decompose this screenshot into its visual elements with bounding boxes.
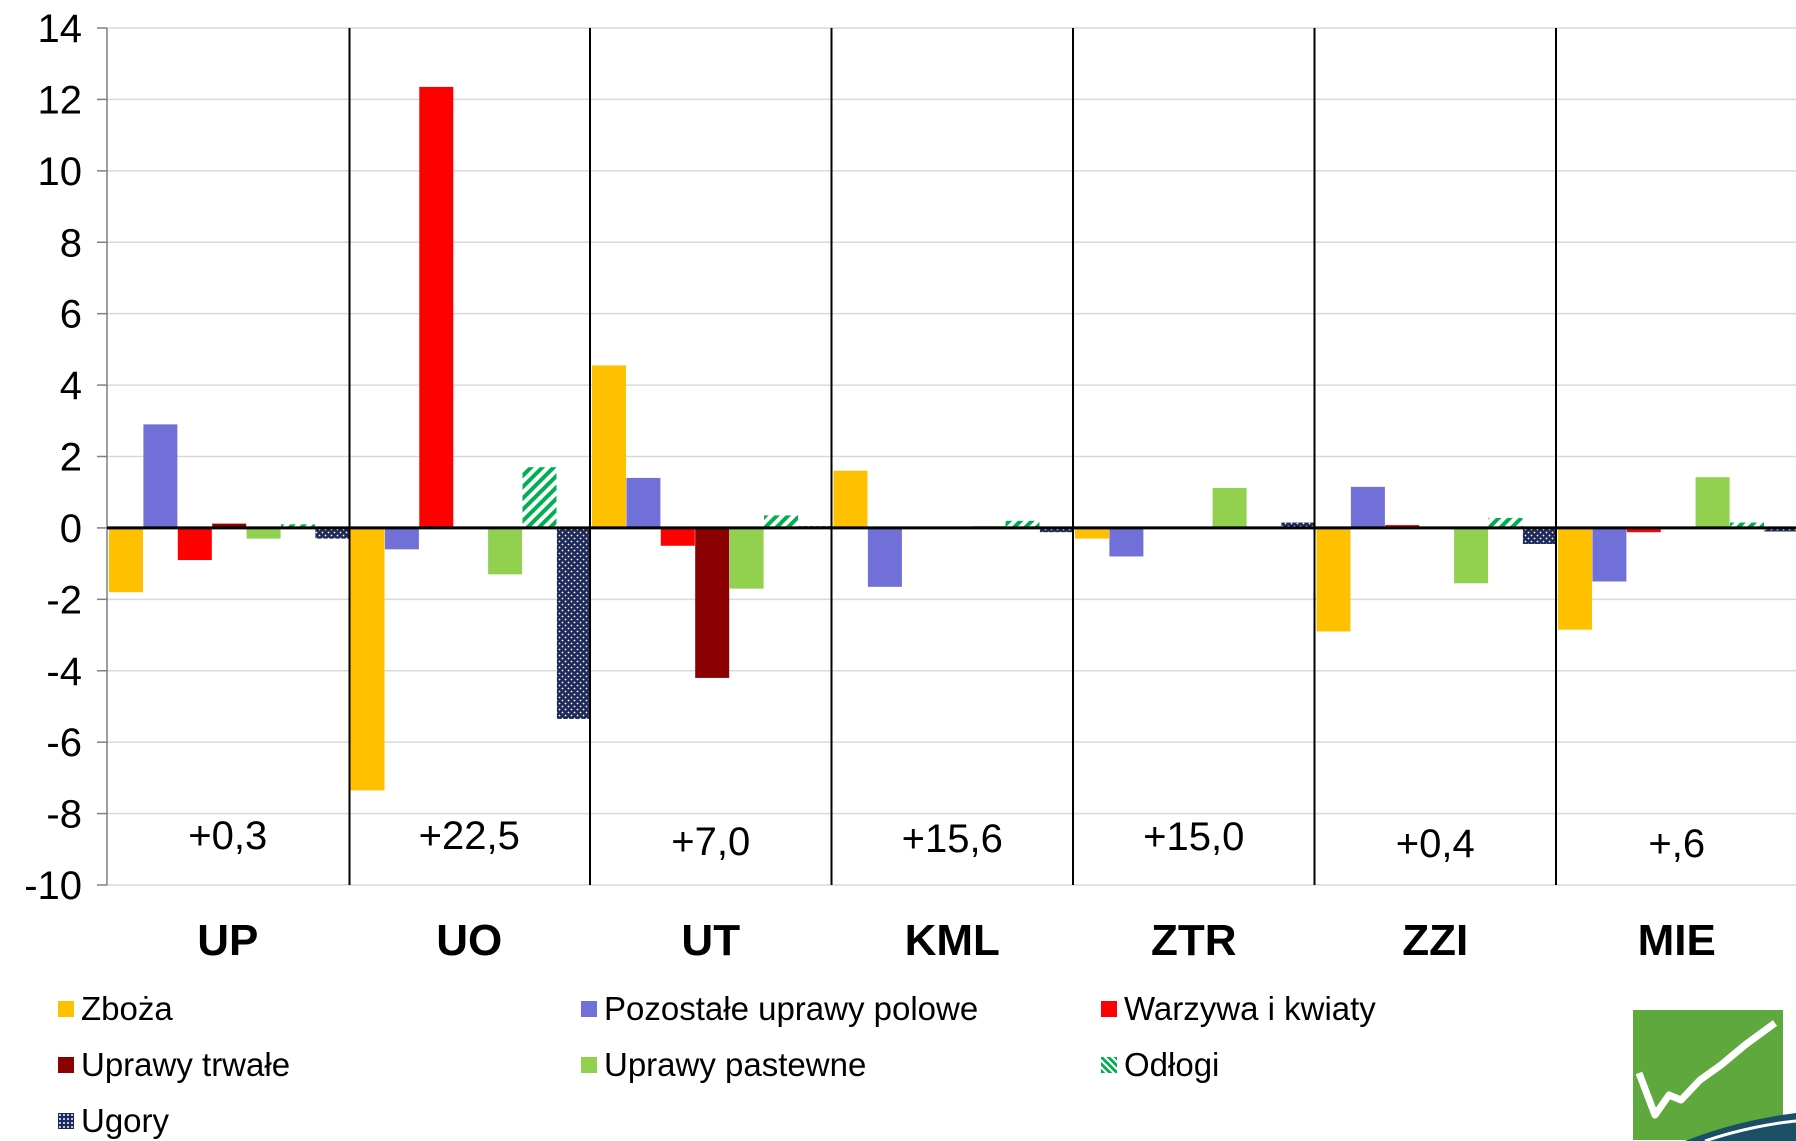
y-tick-label: 10 xyxy=(38,150,83,194)
category-label: UT xyxy=(681,916,740,965)
bar xyxy=(1075,527,1109,539)
y-tick-label: 2 xyxy=(60,436,82,480)
bar xyxy=(833,470,868,528)
legend-item: Ugory xyxy=(58,1102,169,1140)
bar xyxy=(177,527,212,561)
legend-swatch xyxy=(1101,1057,1117,1073)
legend-item: Odłogi xyxy=(1101,1046,1219,1084)
legend-label: Odłogi xyxy=(1124,1046,1220,1083)
bar xyxy=(729,527,764,589)
bar xyxy=(1454,527,1489,584)
bar xyxy=(1695,477,1730,528)
bar xyxy=(592,365,626,528)
bar xyxy=(109,527,143,593)
legend-label: Ugory xyxy=(81,1102,170,1139)
bar xyxy=(1350,486,1385,528)
category-label: ZZI xyxy=(1402,916,1468,965)
group-total-label: +7,0 xyxy=(671,820,750,864)
bar xyxy=(626,477,661,528)
category-label: MIE xyxy=(1638,916,1716,965)
bar xyxy=(1592,527,1627,582)
axes xyxy=(97,27,1796,886)
legend-label: Zboża xyxy=(81,990,173,1027)
category-label: UO xyxy=(436,916,502,965)
y-tick-label: -4 xyxy=(46,650,82,694)
bar xyxy=(488,527,523,575)
group-total-label: +0,3 xyxy=(188,814,267,858)
bar xyxy=(695,527,730,678)
bar xyxy=(1039,527,1074,533)
legend-label: Uprawy trwałe xyxy=(81,1046,291,1083)
y-tick-label: -2 xyxy=(46,578,82,622)
y-tick-label: 14 xyxy=(38,7,83,51)
bar xyxy=(350,527,385,791)
category-label: UP xyxy=(197,916,258,965)
group-total-label: +15,0 xyxy=(1143,815,1244,859)
bar xyxy=(246,527,281,539)
category-label: KML xyxy=(905,916,1000,965)
bar xyxy=(660,527,695,546)
legend-item: Zboża xyxy=(58,990,173,1028)
bars xyxy=(109,86,1796,791)
legend-swatch xyxy=(58,1057,74,1073)
legend-label: Warzywa i kwiaty xyxy=(1124,990,1376,1027)
legend-item: Uprawy pastewne xyxy=(581,1046,866,1084)
bar xyxy=(1281,522,1316,528)
bar xyxy=(764,515,798,528)
bar xyxy=(867,527,902,587)
group-total-label: +15,6 xyxy=(902,817,1003,861)
bar xyxy=(1109,527,1144,557)
legend-swatch xyxy=(58,1113,74,1129)
y-tick-label: 8 xyxy=(60,221,82,265)
category-label: ZTR xyxy=(1151,916,1237,965)
bar xyxy=(143,424,178,528)
labels: 14 12 10 8 6 4 2 0 -2 -4 -6 -8 -10 +0,3 +22,5 +7,0 +15,6… xyxy=(24,7,1716,965)
legend-label: Uprawy pastewne xyxy=(604,1046,867,1083)
legend-item: Pozostałe uprawy polowe xyxy=(581,990,978,1028)
bar xyxy=(1730,522,1764,528)
y-tick-label: -10 xyxy=(24,864,82,908)
y-tick-label: -8 xyxy=(46,793,82,837)
legend-item: Uprawy trwałe xyxy=(58,1046,290,1084)
y-tick-label: 6 xyxy=(60,293,82,337)
y-tick-label: -6 xyxy=(46,721,82,765)
bar xyxy=(419,86,454,528)
legend-swatch xyxy=(58,1001,74,1017)
bar xyxy=(1488,517,1523,528)
bar xyxy=(1005,520,1040,528)
bar xyxy=(281,524,315,528)
group-total-label: +,6 xyxy=(1648,822,1705,866)
bar xyxy=(1212,487,1247,528)
legend-swatch xyxy=(581,1057,597,1073)
bar xyxy=(1316,527,1351,632)
group-total-label: +22,5 xyxy=(419,814,520,858)
group-total-label: +0,4 xyxy=(1396,822,1475,866)
bar xyxy=(1626,527,1661,533)
legend-item: Warzywa i kwiaty xyxy=(1101,990,1376,1028)
bar xyxy=(384,527,419,550)
bar xyxy=(556,527,591,719)
y-tick-label: 0 xyxy=(60,507,82,551)
bar xyxy=(1558,527,1592,630)
y-tick-label: 4 xyxy=(60,364,82,408)
legend-swatch xyxy=(581,1001,597,1017)
company-logo-icon xyxy=(1633,1010,1796,1141)
legend-swatch xyxy=(1101,1001,1117,1017)
legend-label: Pozostałe uprawy polowe xyxy=(604,990,979,1027)
bar xyxy=(1522,527,1557,544)
bar xyxy=(212,523,247,528)
bar xyxy=(522,467,557,528)
y-tick-label: 12 xyxy=(38,78,83,122)
bar xyxy=(315,527,350,539)
gridlines xyxy=(107,27,1796,886)
bar xyxy=(1764,527,1796,532)
